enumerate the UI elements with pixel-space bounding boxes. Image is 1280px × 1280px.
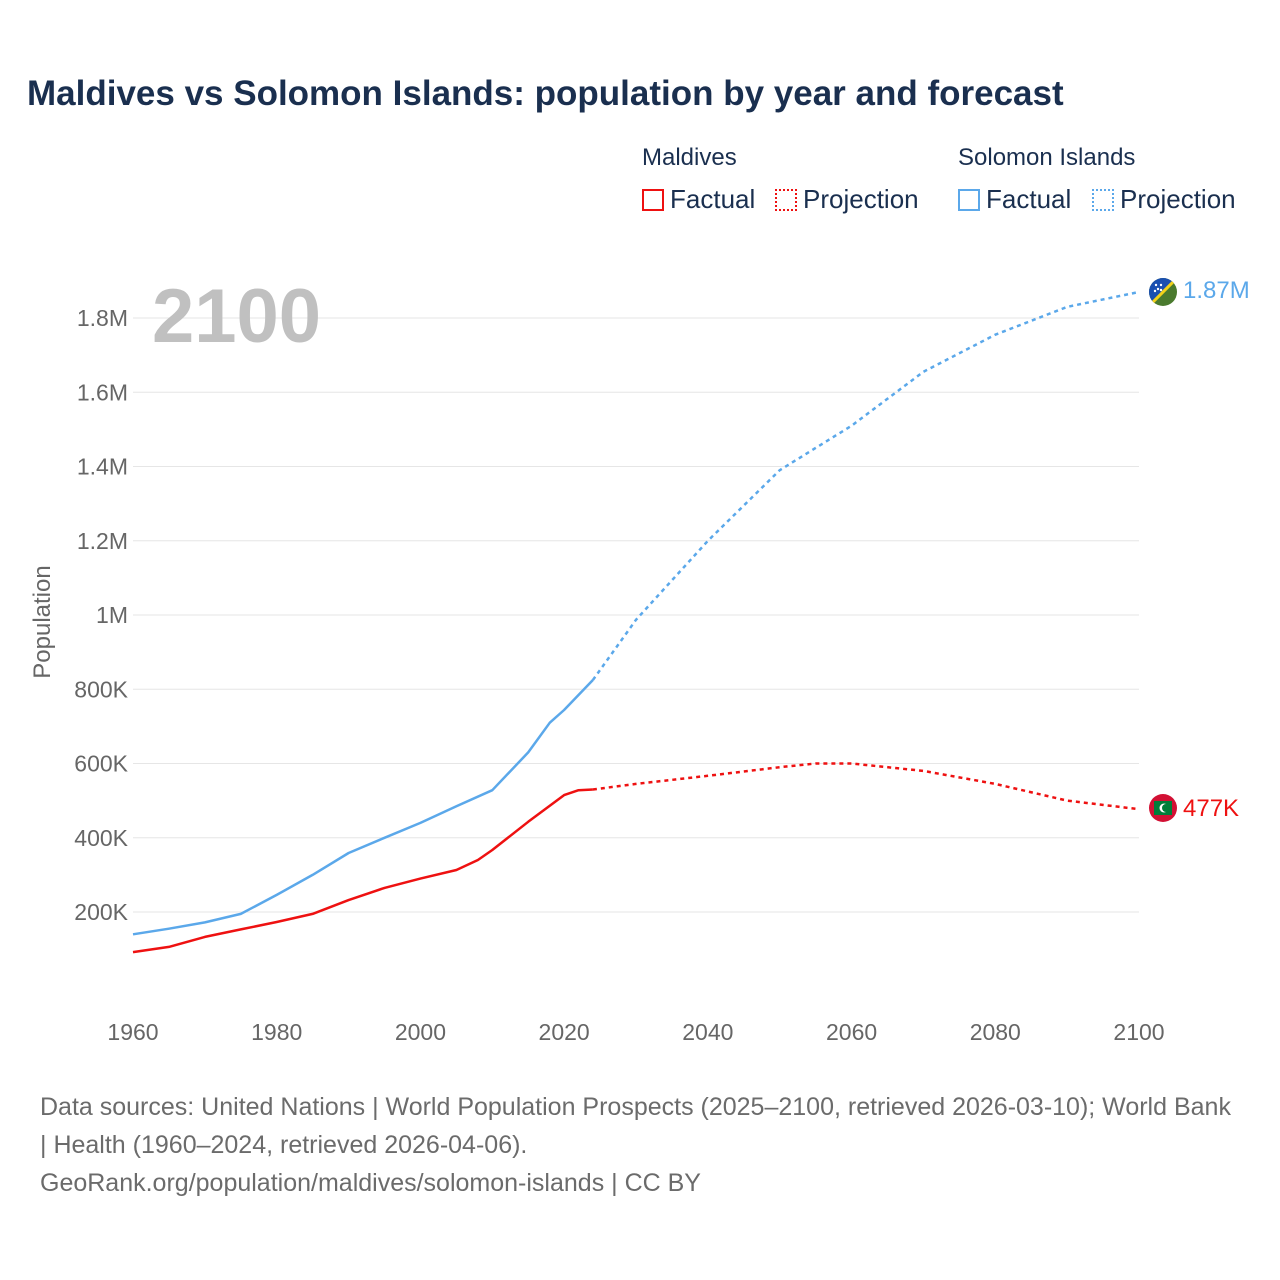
- legend-group-solomon: Solomon Islands: [958, 144, 1136, 171]
- y-tick-label: 600K: [74, 751, 128, 777]
- source-line: Data sources: United Nations | World Pop…: [40, 1093, 1231, 1159]
- legend-maldives-projection[interactable]: Projection: [775, 184, 919, 215]
- y-tick-label: 1.8M: [77, 305, 128, 331]
- legend-label: Factual: [670, 184, 756, 214]
- solomon-islands-projection-line: [591, 290, 1140, 681]
- year-overlay: 2100: [152, 274, 321, 359]
- legend-label: Projection: [1120, 184, 1236, 214]
- end-label-maldives: 477K: [1183, 795, 1239, 822]
- maldives-projection-line: [592, 762, 1140, 811]
- x-tick-label: 2040: [682, 1019, 733, 1045]
- legend-group-maldives: Maldives: [642, 144, 737, 171]
- maldives-factual-line: [132, 788, 593, 954]
- x-tick-label: 2000: [395, 1019, 446, 1045]
- x-tick-label: 1960: [107, 1019, 158, 1045]
- source-link[interactable]: GeoRank.org/population/maldives/solomon-…: [40, 1169, 701, 1197]
- legend-solomon-factual[interactable]: Factual: [958, 184, 1071, 215]
- y-tick-label: 400K: [74, 825, 128, 851]
- y-tick-label: 800K: [74, 676, 128, 702]
- x-tick-label: 2080: [970, 1019, 1021, 1045]
- legend-maldives-factual[interactable]: Factual: [642, 184, 755, 215]
- legend-label: Projection: [803, 184, 919, 214]
- solomon-flag-icon: [1149, 278, 1177, 306]
- y-tick-label: 1M: [96, 602, 128, 628]
- y-tick-label: 1.6M: [77, 379, 128, 405]
- end-label-solomon: 1.87M: [1183, 277, 1250, 304]
- y-tick-label: 1.2M: [77, 528, 128, 554]
- chart-title: Maldives vs Solomon Islands: population …: [27, 74, 1064, 113]
- legend-swatch-dotted: [1092, 188, 1114, 211]
- solomon-islands-factual-line: [132, 679, 594, 936]
- legend-swatch-dotted: [775, 188, 797, 211]
- legend-swatch-solid: [642, 188, 664, 211]
- legend-solomon-projection[interactable]: Projection: [1092, 184, 1236, 215]
- y-tick-label: 1.4M: [77, 454, 128, 480]
- y-axis-label: Population: [29, 565, 56, 678]
- legend-label: Factual: [986, 184, 1072, 214]
- x-tick-label: 1980: [251, 1019, 302, 1045]
- source-note: Data sources: United Nations | World Pop…: [40, 1088, 1240, 1202]
- x-tick-label: 2060: [826, 1019, 877, 1045]
- x-tick-label: 2100: [1113, 1019, 1164, 1045]
- x-tick-label: 2020: [539, 1019, 590, 1045]
- legend-swatch-solid: [958, 188, 980, 211]
- y-tick-label: 200K: [74, 899, 128, 925]
- maldives-flag-icon: [1149, 794, 1177, 822]
